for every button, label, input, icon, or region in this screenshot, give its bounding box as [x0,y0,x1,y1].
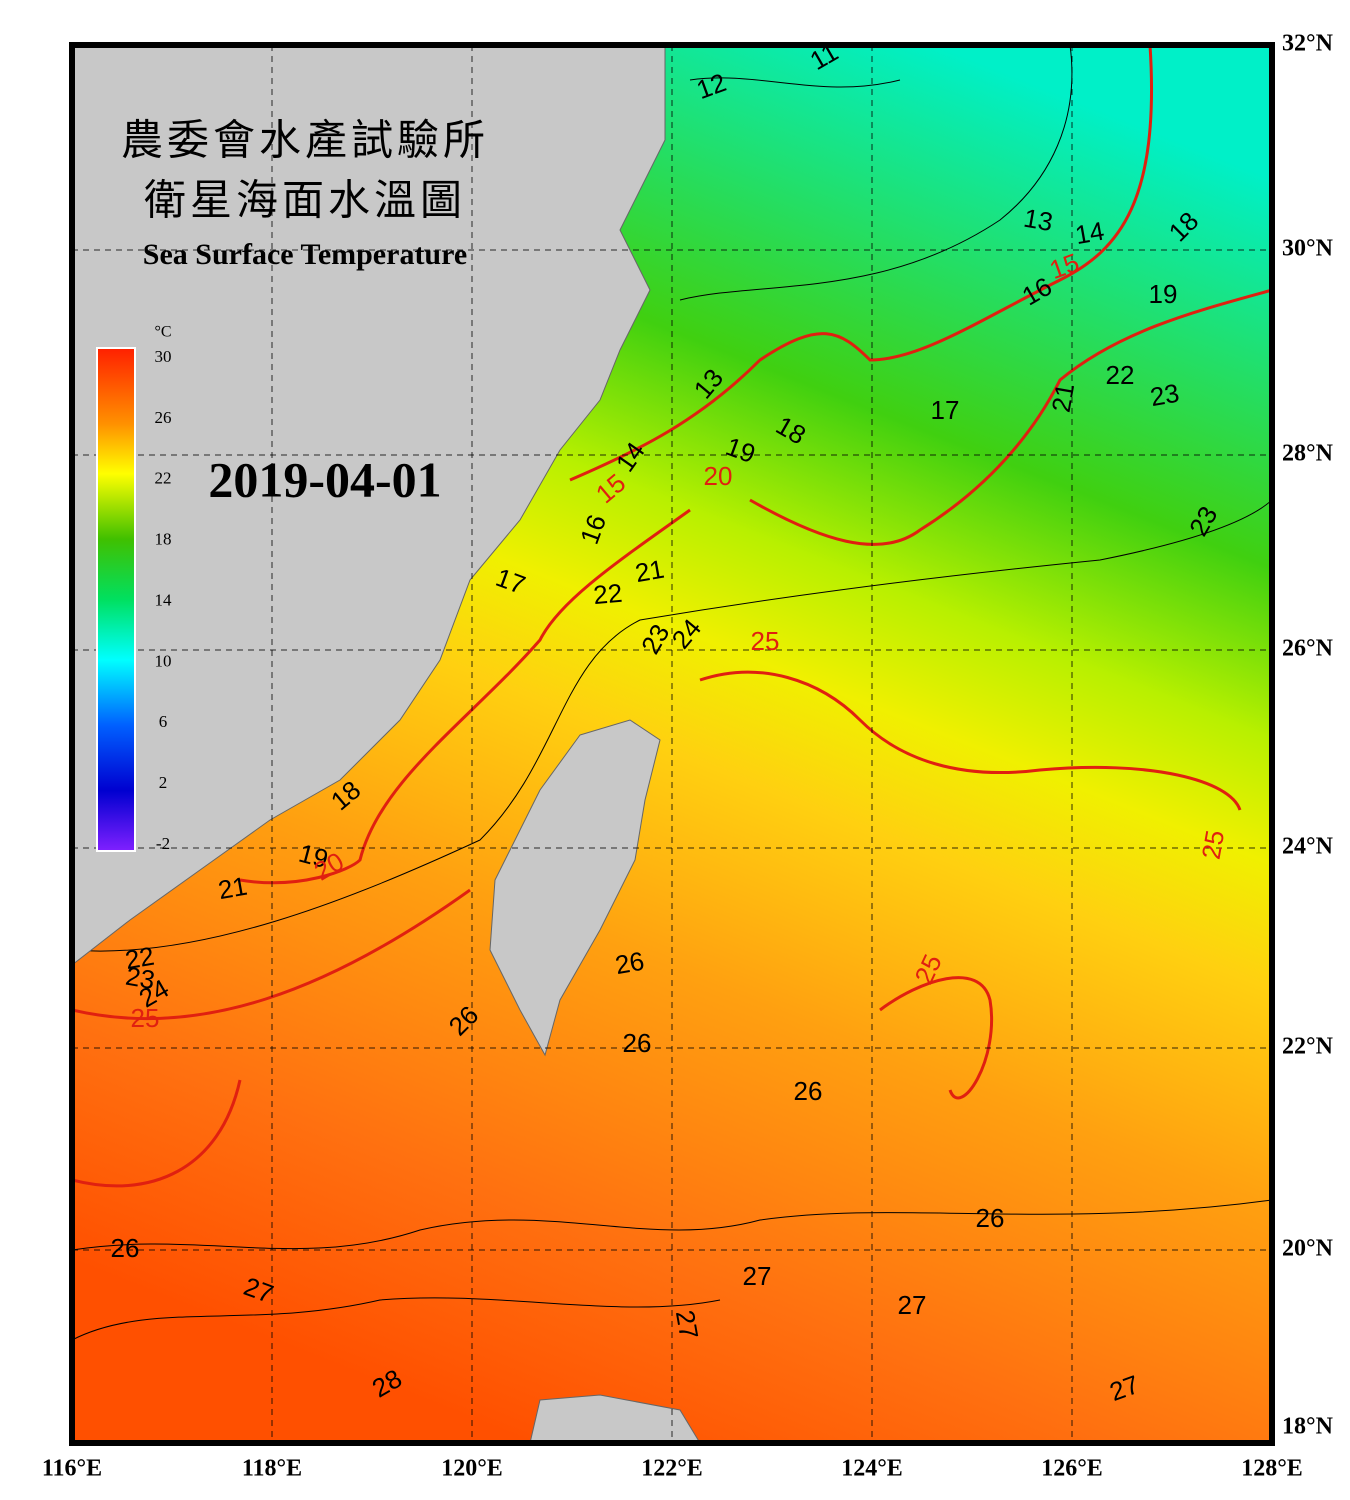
colorbar [96,347,136,852]
lon-label: 120°E [441,1456,503,1482]
contour-label: 25 [1196,828,1231,862]
mainland [72,45,666,966]
colorbar-tick-label: 2 [159,773,168,792]
colorbar-tick-label: -2 [156,834,170,853]
contour-label: 27 [898,1290,927,1320]
colorbar-ticks: 30 26 22 18 14 10 6 2 -2 [155,347,173,853]
contour-label: 22 [1106,360,1135,390]
lon-label: 118°E [242,1456,302,1482]
lat-label: 28°N [1282,441,1334,467]
contour-label: 22 [592,578,623,610]
contour-label: 23 [1148,378,1182,413]
contour-label: 21 [1046,381,1081,415]
contour-label: 20 [704,461,733,491]
colorbar-tick-label: 10 [155,651,172,670]
taiwan [489,719,661,1057]
lon-label: 128°E [1241,1456,1303,1482]
contour-label: 13 [1022,203,1056,238]
contour-label: 26 [613,946,647,981]
lon-label: 122°E [641,1456,703,1482]
lon-label: 124°E [841,1456,903,1482]
contour-label: 26 [794,1076,823,1106]
contour-label: 27 [743,1261,772,1291]
colorbar-tick-label: 18 [155,530,172,549]
title-en: Sea Surface Temperature [143,238,467,271]
lon-label: 126°E [1041,1456,1103,1482]
frame [69,42,1275,1446]
contour-label: 23 [124,961,158,996]
contour-label: 26 [111,1233,140,1263]
contour-label: 27 [670,1308,705,1342]
axis-labels: 116°E 118°E 120°E 122°E 124°E 126°E 128°E 32°N 3… [42,31,1334,1482]
colorbar-tick-label: 22 [155,469,172,488]
colorbar-unit: °C [154,324,171,341]
colorbar-tick-label: 6 [159,712,168,731]
black-contours [72,45,1272,1341]
red-contours [72,45,1272,1188]
lat-label: 22°N [1282,1034,1334,1060]
contour-label: 22 [123,941,157,976]
colorbar-tick-label: 30 [155,347,172,366]
colorbar-tick-label: 14 [155,590,173,609]
contour-label: 26 [623,1028,652,1058]
title-zh: 衛星海面水溫圖 [144,179,466,225]
luzon [529,1394,701,1443]
contour-label: 25 [751,626,780,656]
lat-label: 26°N [1282,636,1334,662]
contour-label: 17 [931,395,960,425]
lat-label: 20°N [1282,1236,1334,1262]
contour-label: 21 [633,554,667,589]
lat-label: 24°N [1282,834,1334,860]
title-zh: 農委會水產試驗所 [121,118,489,165]
colorbar-tick-label: 26 [155,408,172,427]
date: 2019-04-01 [208,451,441,507]
lat-label: 18°N [1282,1414,1334,1440]
contour-label: 14 [1073,216,1107,251]
contour-label: 19 [1149,279,1178,309]
lat-label: 30°N [1282,236,1334,262]
contour-label: 21 [216,871,250,906]
contour-label: 25 [131,1003,160,1033]
lat-label: 32°N [1282,31,1334,57]
grid [72,45,1272,1443]
lon-label: 116°E [42,1456,102,1482]
contour-label: 26 [976,1203,1005,1233]
